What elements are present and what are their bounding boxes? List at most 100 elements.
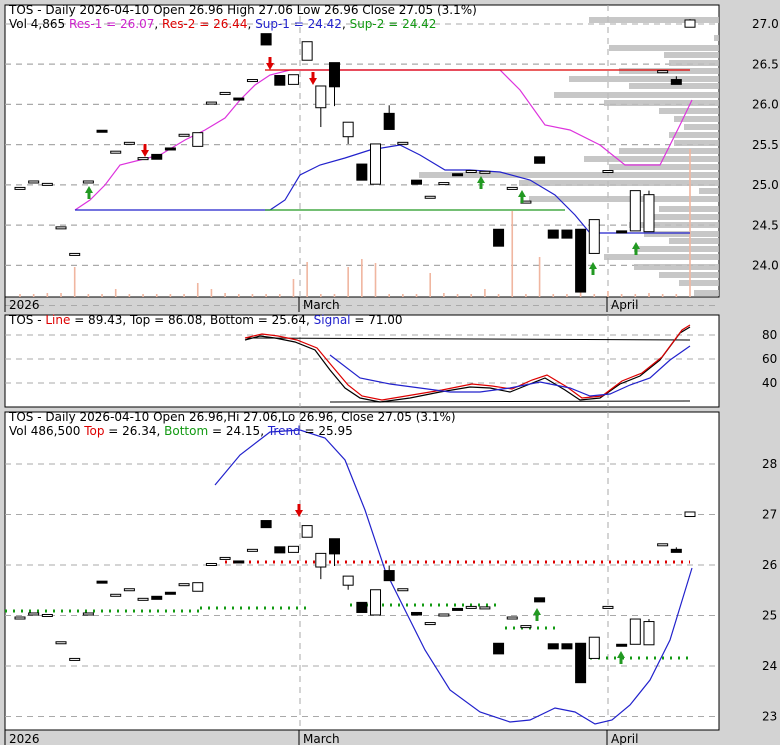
candle [178,133,190,137]
candle-trend [287,545,299,553]
candle-trend [438,613,450,617]
volume-profile-bar [634,246,719,252]
volume-profile-bar [604,254,719,260]
volume-bar [183,294,185,297]
candle-trend [575,642,587,684]
date-axis-tick: 2026 [9,298,40,312]
candle [137,157,149,161]
header-part: Trend [267,424,301,438]
volume-profile-bar [634,264,719,270]
candle [301,41,313,61]
candle-trend [452,607,464,611]
candle-trend [233,560,245,564]
price-axis-tick: 27.0 [752,17,779,31]
candle [69,252,81,256]
trend-panel-header-1: TOS - Daily 2026-04-10 Open 26.96,Hi 27.… [8,410,456,424]
header-part: = 71.00 [351,313,403,327]
candle [588,219,600,254]
date-axis-tick: April [611,298,638,312]
header-part: = 25.95 [301,424,353,438]
volume-bar [566,294,568,297]
header-part: TOS - [8,313,45,327]
candle-trend [588,636,600,659]
volume-bar [306,262,308,297]
volume-profile-bar [419,172,719,178]
osc-axis-tick: 60 [762,352,777,366]
header-part: Top [83,424,104,438]
osc-line-red [244,324,691,401]
candle-trend [137,597,149,601]
volume-bar [251,294,254,297]
volume-profile-bar [609,164,719,170]
date-axis-tick: April [611,732,638,745]
candle [629,190,641,232]
candle-trend [684,511,696,518]
volume-profile-bar [694,290,719,296]
buy-arrow-icon [518,190,526,203]
price-axis-tick: 24.0 [752,259,779,273]
candle [547,229,559,239]
candle [684,19,696,28]
sell-arrow-icon [295,504,303,517]
osc-axis-tick: 80 [762,328,777,342]
volume-profile-bar [669,238,719,244]
header-part: Res-1 = 26.07 [69,17,154,31]
candle [657,70,669,74]
volume-profile-bar [569,76,719,82]
volume-profile-bar [679,280,719,286]
volume-bar [128,294,131,297]
candle [14,186,26,190]
price-panel-header-1: TOS - Daily 2026-04-10 Open 26.96 High 2… [8,3,477,17]
candle-trend [643,621,655,646]
candle [670,79,682,85]
trend-panel-header-2: Vol 486,500 Top = 26.34, Bottom = 24.15,… [9,424,353,438]
volume-bar [661,294,664,297]
osc-top-line [244,337,691,341]
candle [438,182,450,186]
candle [561,229,573,239]
oscillator-panel: 80 60 40 TOS - Line = 89.43, Top = 86.08, … [4,313,777,408]
volume-bar [497,294,500,297]
volume-bar [265,294,267,297]
header-part: = 26.34, [104,424,164,438]
buy-arrow-icon [533,608,541,621]
volume-profile-bar [659,108,719,114]
volume-bar [169,294,172,297]
header-part: = 89.43, Top = 86.08, Bottom = 25.64, [70,313,313,327]
trend-line [214,429,693,725]
candle-trend [424,622,436,626]
candle [602,170,614,174]
candle [260,33,272,46]
candle-trend [28,612,40,616]
candle-trend [670,548,682,553]
candle [465,170,477,174]
volume-bar [60,293,62,297]
volume-bar [19,294,21,297]
candle-trend [14,616,26,620]
candle-trend [561,643,573,650]
volume-bar [347,267,349,297]
candle [151,153,163,160]
header-part: Vol 4,865 [9,17,69,31]
volume-bar [32,294,35,297]
candle [452,173,464,177]
volume-bar [155,294,158,297]
candle-trend [397,588,409,592]
volume-bar [634,294,637,297]
volume-bar [675,294,678,297]
volume-bar [224,293,226,297]
header-part: Sup-2 = 24.42 [350,17,437,31]
volume-profile-bar [629,222,719,228]
candle [616,230,628,234]
osc-signal-line [329,345,691,397]
candle-trend [205,562,217,566]
candle [356,163,368,181]
candle [411,179,423,185]
volume-bar [46,293,49,297]
header-part: Signal [314,313,351,327]
candle-trend [629,618,641,645]
candle-trend [260,520,272,529]
candle-trend [246,548,258,552]
volume-profile-bar [519,180,719,186]
date-axis-tick: 2026 [9,732,40,745]
